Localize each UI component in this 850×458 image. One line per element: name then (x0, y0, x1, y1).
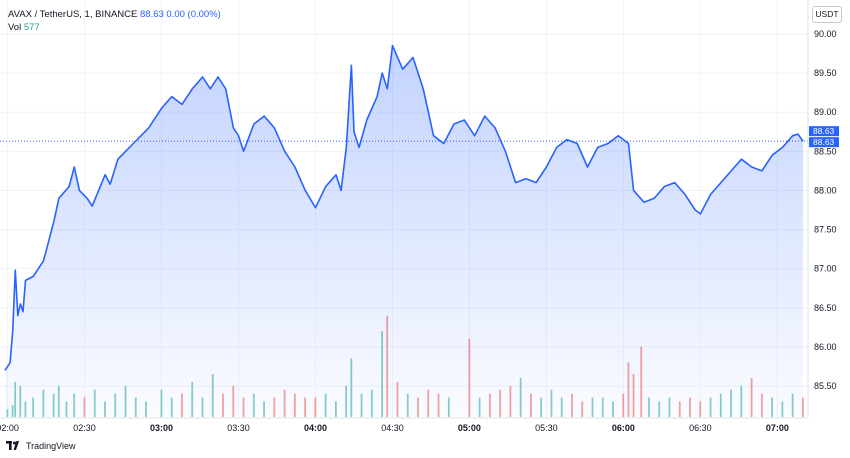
last-price-badge-secondary (809, 137, 839, 148)
tradingview-branding[interactable]: TradingView (6, 441, 76, 451)
tradingview-logo-icon (6, 441, 19, 450)
x-tick-label-7: 05:30 (535, 423, 558, 433)
y-tick-label-4: 87.50 (814, 225, 837, 235)
x-tick-label-9: 06:30 (689, 423, 712, 433)
y-tick-label-7: 89.00 (814, 107, 837, 117)
last-price-text-secondary: 88.63 (813, 137, 835, 147)
x-tick-label-10: 07:00 (766, 423, 789, 433)
price-area-fill (5, 45, 803, 418)
x-tick-label-1: 02:30 (73, 423, 96, 433)
tradingview-brand-text: TradingView (26, 441, 76, 451)
x-tick-label-6: 05:00 (458, 423, 481, 433)
last-price-text: 88.63 (813, 126, 835, 136)
y-tick-label-1: 86.00 (814, 342, 837, 352)
y-tick-label-8: 89.50 (814, 68, 837, 78)
y-tick-label-3: 87.00 (814, 264, 837, 274)
x-tick-label-0: 02:00 (0, 423, 19, 433)
x-tick-label-5: 04:30 (381, 423, 404, 433)
y-tick-label-6: 88.50 (814, 146, 837, 156)
currency-button[interactable]: USDT (812, 6, 842, 23)
y-tick-label-9: 90.00 (814, 29, 837, 39)
x-tick-label-3: 03:30 (227, 423, 250, 433)
time-axis[interactable]: 02:00 02:30 03:00 03:30 04:00 04:30 05:00 05:30… (0, 423, 789, 433)
price-axis[interactable]: 85.50 86.00 86.50 87.00 87.50 88.00 88.50 89.00… (814, 29, 837, 391)
y-tick-label-2: 86.50 (814, 303, 837, 313)
last-price-label: 88.63 88.63 (809, 126, 839, 148)
x-tick-label-4: 04:00 (304, 423, 327, 433)
last-price-badge (809, 126, 839, 137)
x-tick-label-2: 03:00 (150, 423, 173, 433)
x-tick-label-8: 06:00 (612, 423, 635, 433)
y-tick-label-5: 88.00 (814, 185, 837, 195)
price-line (4, 44, 804, 371)
y-tick-label-0: 85.50 (814, 381, 837, 391)
